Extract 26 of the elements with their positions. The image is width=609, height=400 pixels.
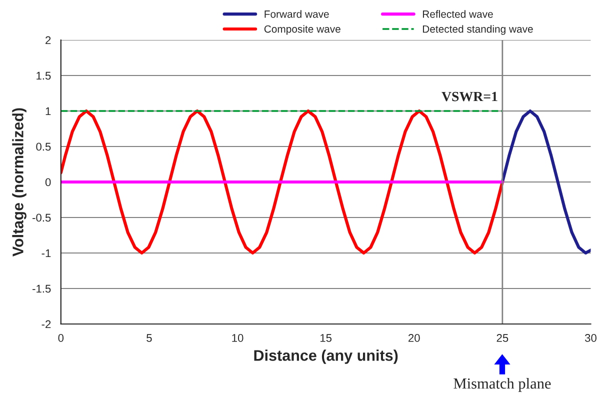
y-tick-label: -0.5 [32, 214, 51, 222]
line-series [60, 109, 504, 255]
legend-label: Forward wave [264, 10, 329, 18]
y-axis-title: Voltage (normalized) [12, 108, 26, 256]
legend-label: Composite wave [264, 25, 340, 35]
y-tick-label: 0.5 [36, 142, 51, 151]
y-tick-label: 0 [45, 178, 51, 186]
legend-label: Reflected wave [422, 10, 493, 18]
x-tick-label: 15 [320, 334, 332, 342]
x-axis-title: Distance (any units) [254, 350, 398, 364]
annotation: VSWR=1 [442, 92, 498, 102]
y-tick-label: 2 [46, 36, 51, 44]
x-tick-label: 10 [232, 334, 244, 342]
x-tick-label: 30 [584, 334, 596, 342]
y-tick-label: -2 [42, 320, 51, 328]
line-series [500, 109, 591, 255]
x-tick-label: 0 [58, 334, 64, 342]
y-tick-label: 1.5 [36, 72, 51, 80]
y-tick-label: -1.5 [32, 284, 51, 293]
y-tick-label: -1 [42, 249, 51, 258]
x-tick-label: 5 [146, 334, 152, 342]
legend-label: Detected standing wave [422, 25, 533, 35]
y-tick-label: 1 [46, 107, 51, 116]
x-tick-label: 20 [408, 334, 420, 342]
x-tick-label: 25 [496, 334, 508, 342]
text: Mismatch plane [454, 378, 551, 392]
